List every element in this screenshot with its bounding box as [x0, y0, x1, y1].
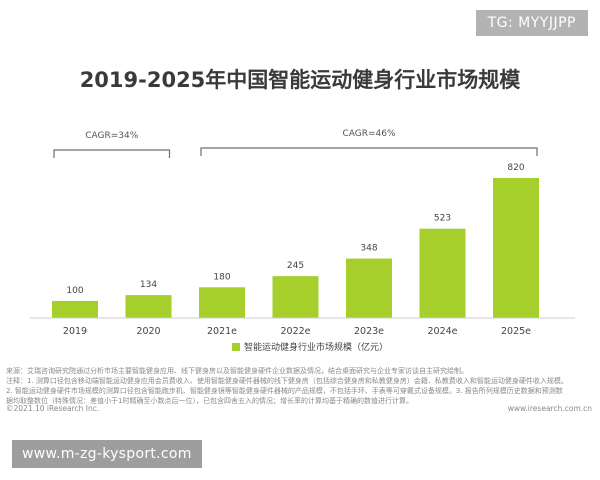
bar-2025e [493, 178, 539, 318]
chart-title: 2019-2025年中国智能运动健身行业市场规模 [79, 68, 521, 92]
source-note-line: 据均取整数位（特殊情况：差值小于1时精确至小数点后一位），已包含四舍五入的情况；… [6, 397, 413, 405]
source-notes: 来源：艾瑞咨询研究院通过分析市场主要智能健身应用、线下健身房以及智能健身硬件企业… [6, 366, 594, 406]
value-label-2022e: 245 [287, 261, 304, 271]
cagr-bracket [53, 149, 171, 158]
value-label-2025e: 820 [507, 163, 524, 173]
bar-2019 [52, 300, 98, 318]
bar-2021e [199, 287, 245, 318]
source-note-line: 2. 智能运动健身硬件市场规模的测算口径包含智能跑步机、智能健身镜等智能健身硬件… [6, 387, 563, 395]
legend-swatch [232, 343, 240, 351]
category-label-2021e: 2021e [207, 326, 237, 337]
value-label-2024e: 523 [434, 214, 451, 224]
legend-label: 智能运动健身行业市场规模（亿元） [244, 341, 388, 353]
category-label-2024e: 2024e [427, 326, 457, 337]
category-label-2019: 2019 [63, 326, 87, 337]
value-label-2020: 134 [140, 280, 157, 290]
value-label-2021e: 180 [213, 272, 230, 282]
cagr-label: CAGR=46% [342, 129, 396, 139]
copyright-text: ©2021.10 iResearch Inc. [6, 404, 100, 413]
bar-2020 [125, 295, 172, 318]
cagr-label: CAGR=34% [85, 131, 139, 141]
site-url: www.iresearch.com.cn [507, 404, 592, 413]
bar-2022e [272, 276, 319, 318]
category-label-2023e: 2023e [354, 326, 384, 337]
source-note-line: 注释：1. 测算口径包含移动端智能运动健身应用会员费收入、使用智能健身硬件器械的… [6, 377, 568, 385]
watermark-top: TG: MYYJJPP [475, 10, 588, 36]
value-label-2019: 100 [66, 286, 83, 296]
cagr-bracket [200, 147, 538, 156]
value-label-2023e: 348 [360, 244, 377, 254]
bar-2023e [346, 258, 392, 318]
category-label-2022e: 2022e [280, 326, 310, 337]
bar-2024e [419, 228, 466, 318]
watermark-bottom: www.m-zg-kysport.com [12, 440, 202, 468]
source-note-line: 来源：艾瑞咨询研究院通过分析市场主要智能健身应用、线下健身房以及智能健身硬件企业… [6, 367, 468, 375]
category-label-2020: 2020 [136, 326, 160, 337]
category-label-2025e: 2025e [501, 326, 531, 337]
